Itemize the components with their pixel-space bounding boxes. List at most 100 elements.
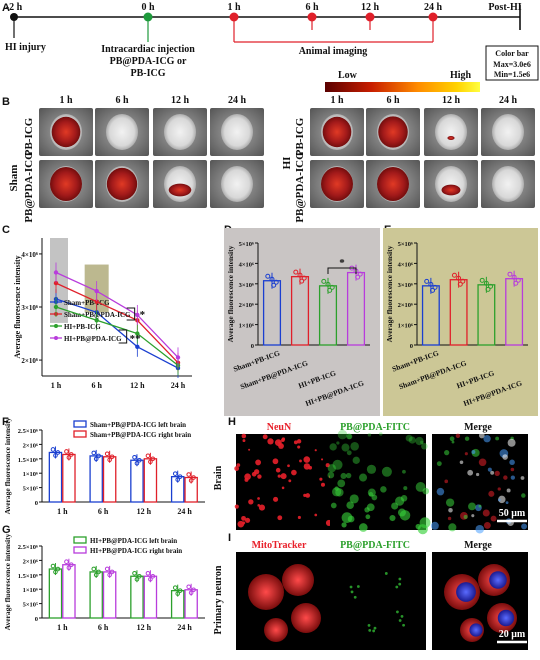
data-dot [271, 282, 277, 288]
neun-signal [277, 474, 281, 478]
merge-signal [459, 460, 464, 465]
fitc-dot [368, 628, 372, 632]
merge-signal [498, 498, 501, 502]
data-dot [107, 457, 112, 463]
merge-signal [445, 498, 455, 507]
merge-signal [482, 509, 490, 517]
data-dot [177, 588, 183, 593]
y-tick-label: 3×10⁶ [239, 282, 254, 289]
fitc-dot [372, 629, 376, 633]
data-dot [172, 471, 178, 476]
brain-image [435, 166, 467, 202]
merge-signal [509, 459, 515, 466]
data-dot [301, 275, 307, 281]
panel-label-a: A [2, 2, 10, 14]
legend-label: HI+PB-ICG [64, 323, 101, 331]
legend-marker [73, 420, 87, 428]
fitc-signal [371, 494, 378, 501]
merge-signal [448, 507, 453, 513]
fitc-signal [337, 429, 348, 440]
brain-image [435, 114, 467, 150]
data-point [94, 318, 99, 323]
legend-label: Sham+PB@PDA-ICG right brain [90, 431, 191, 439]
colorbar-high: High [450, 70, 472, 81]
neun-signal [248, 499, 254, 505]
sig-bracket [118, 329, 128, 344]
fitc-signal [347, 515, 355, 523]
fitc-dot [395, 585, 399, 589]
fitc-signal [327, 471, 335, 479]
series-line [55, 298, 179, 369]
y-tick-label: 0 [35, 616, 38, 623]
fitc-signal [366, 464, 377, 474]
merge-signal [436, 487, 445, 496]
hi-injury-label: HI injury [5, 42, 46, 53]
data-dot [66, 565, 72, 571]
fluorescence-signal [106, 167, 138, 201]
animal-imaging-label: Animal imaging [299, 46, 368, 57]
data-dot [325, 281, 331, 287]
brain-image [492, 114, 524, 150]
merge-signal [476, 472, 480, 477]
legend-label: HI+PB@PDA-ICG right brain [90, 547, 182, 555]
data-dot [104, 566, 110, 572]
y-tick-label: 0 [410, 343, 413, 350]
fitc-signal [405, 434, 413, 442]
neun-signal [254, 469, 260, 475]
timeline-label: Post-HI [488, 2, 521, 13]
merge-signal [497, 487, 501, 491]
series-line [55, 282, 179, 364]
fitc-signal [346, 433, 352, 440]
data-dot [507, 271, 513, 277]
fitc-signal [422, 487, 430, 495]
data-dot [134, 576, 140, 582]
data-dot [137, 573, 142, 579]
legend-label: HI+PB@PDA-ICG [64, 335, 122, 343]
fitc-dot [373, 626, 377, 630]
fitc-dot [402, 623, 405, 627]
data-dot [430, 287, 436, 293]
time-label: 1 h [330, 95, 344, 106]
neun-signal [303, 456, 311, 463]
data-dot [177, 474, 183, 479]
merge-signal [448, 523, 457, 532]
panel-background [224, 228, 380, 416]
fitc-signal [402, 469, 406, 474]
fitc-signal [358, 523, 368, 532]
row-label: PB@PDA-ICG [23, 151, 35, 223]
data-dot [297, 272, 303, 278]
brain-image [106, 114, 138, 150]
merge-signal [502, 454, 508, 460]
data-dot [132, 454, 137, 460]
fluorescence-signal [50, 167, 82, 201]
neun-signal [234, 504, 239, 509]
data-dot [457, 281, 463, 287]
data-dot [96, 569, 101, 575]
charts-cde: 2×10⁶ 3×10⁶ 4×10⁶ 1 h 6 h 12 h 24 h Average flu… [13, 228, 538, 416]
data-dot [148, 459, 153, 465]
neun-signal [303, 463, 311, 470]
neun-signal [248, 448, 251, 451]
fitc-dot [349, 585, 353, 589]
data-dot [64, 559, 69, 565]
legend-label: Sham+PB@PDA-ICG left brain [90, 421, 186, 429]
neun-signal [244, 477, 249, 482]
y-tick-label: 1×10⁶ [398, 323, 413, 330]
y-tick-label: 1.5×10⁶ [18, 573, 38, 580]
data-dot [329, 284, 335, 290]
merge-signal [447, 516, 452, 521]
data-dot [424, 278, 430, 284]
data-point [53, 270, 59, 275]
fitc-signal [400, 495, 408, 502]
colorbar-gradient [325, 82, 480, 92]
y-tick-label: 0 [35, 500, 38, 507]
fitc-signal [367, 433, 372, 437]
fitc-dot [398, 577, 402, 581]
data-point [94, 299, 99, 304]
fitc-signal [403, 486, 408, 491]
fitc-signal [352, 456, 360, 464]
time-label: 24 h [499, 95, 518, 106]
mitotracker-cell [248, 574, 284, 610]
x-tick-label: 1 h [57, 623, 68, 632]
